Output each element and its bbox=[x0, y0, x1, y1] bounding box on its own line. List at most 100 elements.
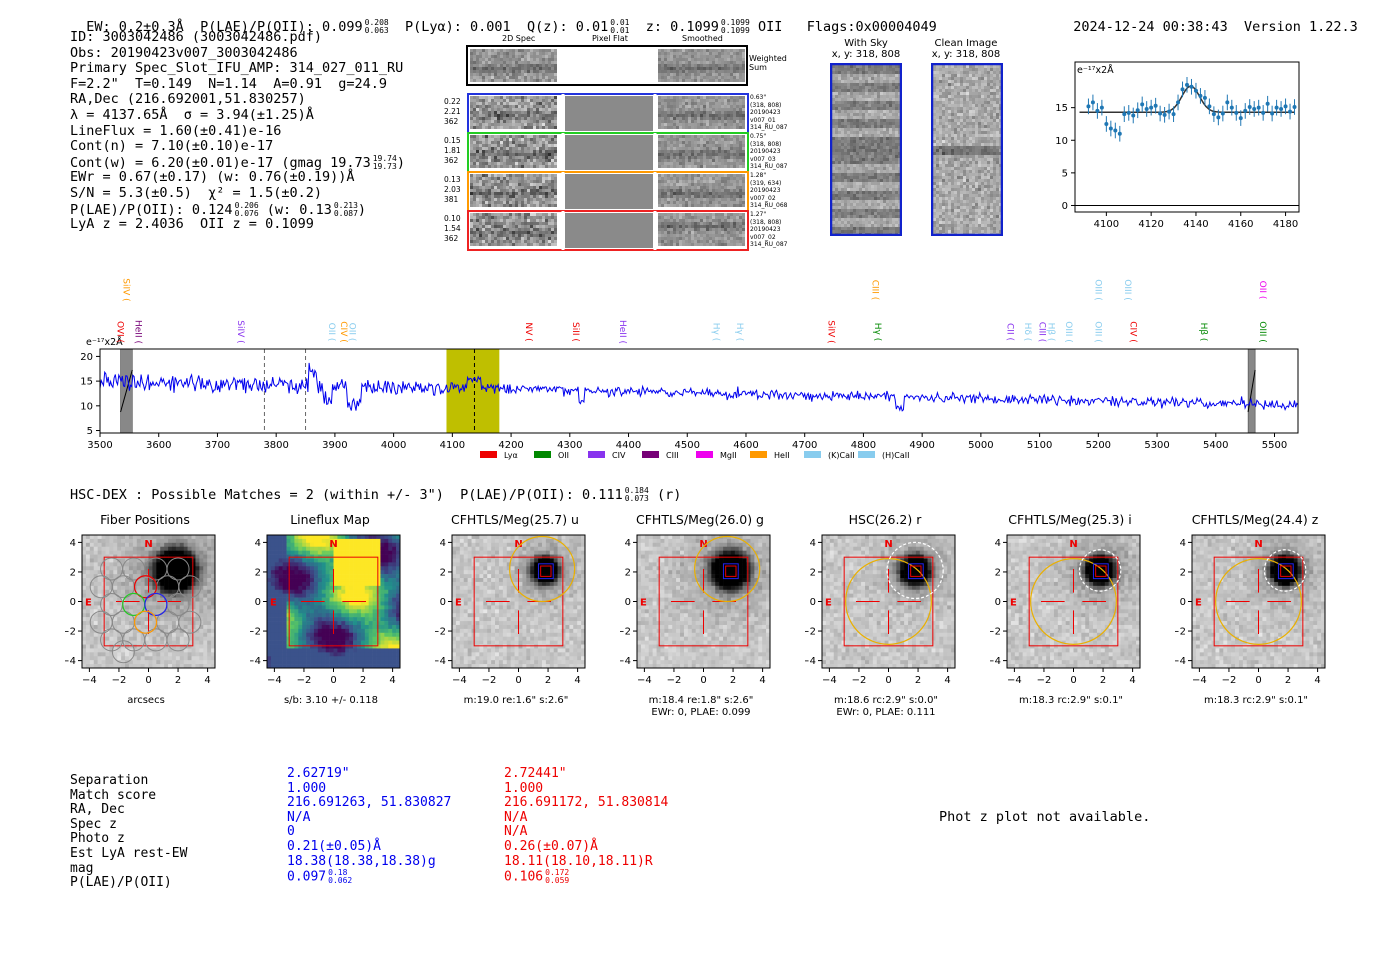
pixel bbox=[682, 189, 685, 192]
pixel bbox=[676, 192, 679, 195]
pixel bbox=[883, 158, 886, 161]
pixel bbox=[700, 222, 703, 225]
pixel bbox=[491, 180, 494, 183]
pixel bbox=[661, 165, 664, 168]
pixel bbox=[509, 79, 512, 82]
pixel bbox=[835, 125, 838, 128]
pixel bbox=[500, 135, 503, 138]
pixel bbox=[497, 174, 500, 177]
pixel bbox=[527, 201, 530, 204]
pixel bbox=[491, 228, 494, 231]
pixel bbox=[709, 49, 712, 52]
pixel bbox=[853, 89, 856, 92]
pixel bbox=[476, 174, 479, 177]
pixel bbox=[733, 99, 736, 102]
pixel bbox=[715, 76, 718, 79]
pixel bbox=[736, 216, 739, 219]
pixel bbox=[530, 201, 533, 204]
pixel bbox=[709, 108, 712, 111]
pixel bbox=[545, 222, 548, 225]
pixel bbox=[691, 76, 694, 79]
pixel bbox=[476, 204, 479, 207]
pixel bbox=[969, 71, 972, 74]
pixel bbox=[658, 243, 661, 246]
pixel bbox=[530, 76, 533, 79]
pixel bbox=[862, 98, 865, 101]
pixel bbox=[954, 89, 957, 92]
pixel bbox=[479, 150, 482, 153]
pixel bbox=[536, 96, 539, 99]
pixel bbox=[533, 70, 536, 73]
pixel bbox=[853, 161, 856, 164]
pixel bbox=[667, 180, 670, 183]
pixel bbox=[835, 110, 838, 113]
pixel bbox=[727, 219, 730, 222]
pixel bbox=[862, 122, 865, 125]
pixel bbox=[524, 67, 527, 70]
pixel bbox=[676, 165, 679, 168]
pixel bbox=[712, 67, 715, 70]
pixel bbox=[841, 137, 844, 140]
pixel bbox=[706, 162, 709, 165]
pixel bbox=[661, 111, 664, 114]
pixel bbox=[990, 77, 993, 80]
pixel bbox=[685, 147, 688, 150]
pixel bbox=[500, 70, 503, 73]
pixel bbox=[506, 183, 509, 186]
pixel bbox=[960, 107, 963, 110]
pixel bbox=[984, 92, 987, 95]
meta: 314_RU_087 bbox=[750, 241, 788, 248]
pixel bbox=[718, 120, 721, 123]
pixel bbox=[889, 185, 892, 188]
pixel bbox=[975, 107, 978, 110]
pixel bbox=[664, 201, 667, 204]
pixel bbox=[739, 99, 742, 102]
pixel bbox=[859, 221, 862, 224]
pixel bbox=[874, 164, 877, 167]
pixel bbox=[476, 67, 479, 70]
pixel bbox=[739, 225, 742, 228]
pixel bbox=[533, 141, 536, 144]
pixel bbox=[844, 134, 847, 137]
pixel bbox=[488, 189, 491, 192]
pixel bbox=[739, 102, 742, 105]
pixel bbox=[551, 138, 554, 141]
pixel bbox=[700, 147, 703, 150]
pixel bbox=[503, 198, 506, 201]
pixel bbox=[697, 153, 700, 156]
pixel bbox=[694, 49, 697, 52]
pixel bbox=[724, 237, 727, 240]
pixel bbox=[963, 86, 966, 89]
pixel bbox=[497, 108, 500, 111]
pixel bbox=[721, 79, 724, 82]
pixel bbox=[862, 206, 865, 209]
pixel bbox=[883, 143, 886, 146]
pixel bbox=[688, 177, 691, 180]
pixel bbox=[742, 138, 745, 141]
pixel bbox=[664, 156, 667, 159]
pixel bbox=[524, 76, 527, 79]
pixel bbox=[712, 111, 715, 114]
pixel bbox=[859, 128, 862, 131]
pixel bbox=[889, 74, 892, 77]
pixel bbox=[865, 80, 868, 83]
pixel bbox=[494, 192, 497, 195]
pixel bbox=[694, 213, 697, 216]
pixel bbox=[476, 231, 479, 234]
pixel bbox=[673, 186, 676, 189]
pixel bbox=[895, 125, 898, 128]
pixel bbox=[733, 102, 736, 105]
pixel bbox=[524, 243, 527, 246]
pixel bbox=[951, 65, 954, 68]
pixel bbox=[853, 191, 856, 194]
pixel bbox=[661, 219, 664, 222]
pixel bbox=[676, 135, 679, 138]
pixel bbox=[479, 79, 482, 82]
pixel bbox=[838, 146, 841, 149]
pixel bbox=[850, 215, 853, 218]
pixel bbox=[509, 52, 512, 55]
pixel bbox=[841, 164, 844, 167]
pixel bbox=[874, 227, 877, 230]
pixel bbox=[548, 219, 551, 222]
pixel bbox=[990, 89, 993, 92]
